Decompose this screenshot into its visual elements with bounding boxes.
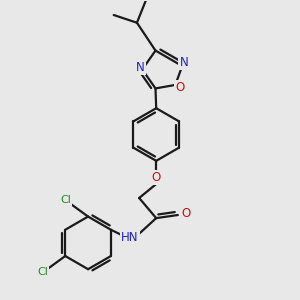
Text: O: O bbox=[175, 81, 184, 94]
Text: O: O bbox=[152, 171, 161, 184]
Text: N: N bbox=[179, 56, 188, 69]
Text: Cl: Cl bbox=[60, 196, 71, 206]
Text: N: N bbox=[136, 61, 145, 74]
Text: Cl: Cl bbox=[38, 267, 48, 277]
Text: O: O bbox=[181, 207, 190, 220]
Text: HN: HN bbox=[121, 231, 139, 244]
